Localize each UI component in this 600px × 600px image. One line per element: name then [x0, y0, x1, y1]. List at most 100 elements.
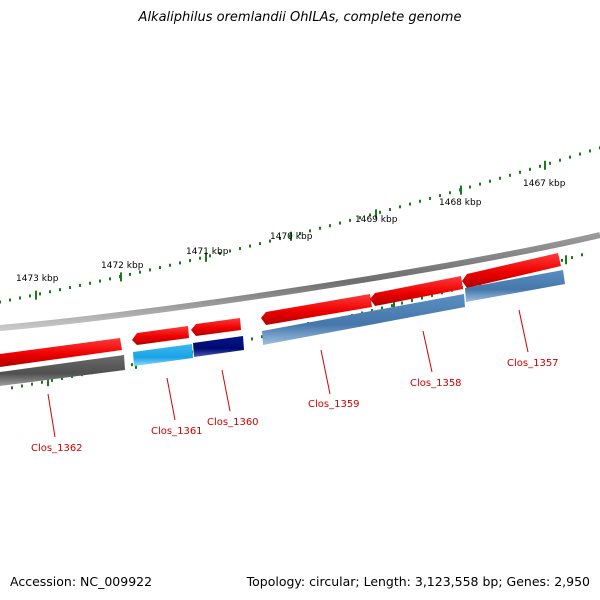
feature-bar[interactable]	[0, 355, 125, 386]
minor-tick	[489, 179, 491, 183]
gene-arrow[interactable]	[462, 253, 561, 288]
minor-tick	[21, 384, 23, 388]
minor-tick	[561, 258, 563, 262]
major-tick	[47, 377, 49, 387]
minor-tick	[509, 173, 511, 177]
minor-tick	[59, 288, 61, 292]
minor-tick	[79, 283, 81, 287]
minor-tick	[261, 335, 263, 339]
minor-tick	[139, 270, 141, 274]
genome-backbone	[0, 232, 600, 331]
minor-tick	[581, 253, 583, 257]
feature-bar[interactable]	[465, 270, 565, 302]
accession-text: Accession: NC_009922	[10, 574, 153, 589]
minor-tick	[159, 266, 161, 270]
minor-tick	[69, 286, 71, 290]
gene-label[interactable]: Clos_1357	[507, 358, 559, 369]
minor-tick	[519, 170, 521, 174]
minor-tick	[131, 363, 133, 367]
scale-label: 1472 kbp	[101, 261, 144, 271]
minor-tick	[401, 301, 403, 305]
major-tick	[120, 272, 122, 282]
minor-tick	[189, 259, 191, 263]
minor-tick	[479, 182, 481, 186]
gene-label[interactable]: Clos_1361	[151, 426, 203, 437]
minor-tick	[259, 242, 261, 246]
minor-tick	[421, 296, 423, 300]
minor-tick	[309, 229, 311, 233]
minor-tick	[51, 378, 53, 382]
feature-bar[interactable]	[193, 336, 244, 357]
feature-track	[0, 270, 565, 386]
gene-label[interactable]: Clos_1360	[207, 417, 259, 428]
minor-tick	[499, 176, 501, 180]
minor-tick	[371, 309, 373, 313]
scale-label: 1468 kbp	[439, 198, 482, 208]
gene-arrow[interactable]	[191, 318, 241, 336]
minor-tick	[431, 293, 433, 297]
minor-tick	[529, 167, 531, 171]
major-tick	[544, 160, 546, 170]
major-tick	[565, 255, 567, 265]
minor-tick	[579, 152, 581, 156]
minor-tick	[11, 386, 13, 390]
minor-tick	[39, 292, 41, 296]
minor-tick	[89, 281, 91, 285]
minor-tick	[559, 158, 561, 162]
minor-tick	[411, 299, 413, 303]
gene-arrow[interactable]	[370, 276, 463, 306]
minor-tick	[229, 249, 231, 253]
gene-arrow[interactable]	[261, 294, 372, 325]
major-tick	[375, 209, 377, 219]
feature-bar[interactable]	[262, 294, 465, 345]
feature-bar[interactable]	[133, 344, 193, 366]
scale-label: 1469 kbp	[355, 215, 398, 225]
gene-label[interactable]: Clos_1358	[410, 378, 462, 389]
minor-tick	[251, 337, 253, 341]
gene-label[interactable]: Clos_1362	[31, 443, 83, 454]
minor-tick	[319, 226, 321, 230]
minor-tick	[9, 298, 11, 302]
minor-tick	[391, 304, 393, 308]
scale-label: 1470 kbp	[270, 232, 313, 242]
minor-tick	[571, 256, 573, 260]
minor-tick	[61, 376, 63, 380]
minor-tick	[19, 296, 21, 300]
minor-tick	[109, 277, 111, 281]
minor-tick	[339, 221, 341, 225]
minor-tick	[379, 210, 381, 214]
minor-tick	[429, 196, 431, 200]
minor-tick	[0, 300, 1, 304]
scale-label: 1473 kbp	[16, 274, 59, 284]
minor-tick	[31, 382, 33, 386]
minor-tick	[589, 149, 591, 153]
minor-tick	[439, 194, 441, 198]
minor-tick	[549, 161, 551, 165]
major-tick	[205, 252, 207, 262]
minor-tick	[129, 272, 131, 276]
minor-tick	[249, 244, 251, 248]
gene-labels: Clos_1362 Clos_1361 Clos_1360 Clos_1359 …	[31, 358, 559, 454]
gene-arrow[interactable]	[0, 338, 122, 367]
minor-tick	[381, 306, 383, 310]
minor-tick	[269, 239, 271, 243]
minor-tick	[49, 290, 51, 294]
leader-lines	[47, 309, 529, 438]
minor-tick	[29, 294, 31, 298]
major-tick	[460, 185, 462, 195]
gene-arrow[interactable]	[132, 326, 189, 345]
minor-tick	[369, 213, 371, 217]
gene-label[interactable]: Clos_1359	[308, 399, 360, 410]
genome-summary-text: Topology: circular; Length: 3,123,558 bp…	[246, 574, 590, 589]
minor-tick	[469, 185, 471, 189]
minor-tick	[359, 216, 361, 220]
minor-tick	[299, 231, 301, 235]
minor-tick	[179, 261, 181, 265]
scale-label: 1467 kbp	[523, 179, 566, 189]
minor-tick	[329, 224, 331, 228]
minor-tick	[149, 268, 151, 272]
scale-labels: 1473 kbp 1472 kbp 1471 kbp 1470 kbp 1469…	[16, 179, 566, 284]
major-tick	[393, 301, 395, 311]
